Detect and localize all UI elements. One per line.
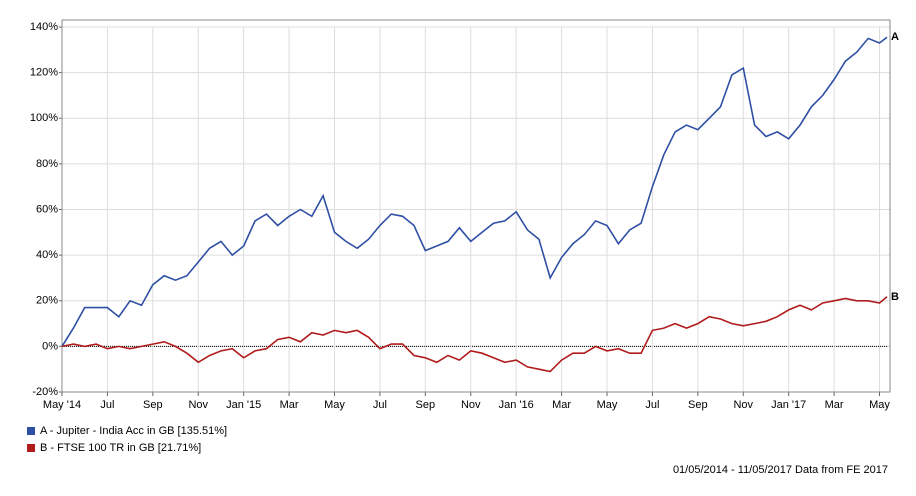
footer: 01/05/2014 - 11/05/2017 Data from FE 201… — [673, 464, 888, 476]
x-tick-label: Nov — [461, 399, 481, 411]
y-tick-label: 80% — [36, 158, 58, 170]
x-tick-label: Jul — [373, 399, 387, 411]
x-tick-label: Sep — [688, 399, 708, 411]
legend-label: A - Jupiter - India Acc in GB [135.51%] — [40, 425, 227, 437]
y-tick-label: -20% — [32, 386, 58, 398]
x-tick-label: Jul — [100, 399, 114, 411]
y-tick-label: 20% — [36, 295, 58, 307]
y-tick-label: 60% — [36, 203, 58, 215]
x-tick-label: Jan '15 — [226, 399, 261, 411]
x-tick-label: Sep — [143, 399, 163, 411]
y-tick-label: 100% — [30, 112, 58, 124]
y-tick-label: 120% — [30, 67, 58, 79]
x-tick-label: Jul — [645, 399, 659, 411]
plot-border — [61, 19, 891, 393]
series-line — [61, 36, 888, 347]
x-tick-label: Mar — [552, 399, 571, 411]
x-tick-label: Nov — [733, 399, 753, 411]
x-tick-label: May — [597, 399, 618, 411]
legend-swatch — [27, 444, 35, 452]
series-line — [61, 296, 888, 373]
y-tick-label: 140% — [30, 21, 58, 33]
y-tick-label: 0% — [42, 340, 58, 352]
end-label: A — [891, 31, 899, 43]
x-tick-label: Sep — [416, 399, 436, 411]
legend-swatch — [27, 427, 35, 435]
legend-label: B - FTSE 100 TR in GB [21.71%] — [40, 442, 201, 454]
x-tick-label: Mar — [825, 399, 844, 411]
x-tick-label: May — [324, 399, 345, 411]
x-tick-label: Jan '17 — [771, 399, 806, 411]
x-tick-label: Jan '16 — [499, 399, 534, 411]
x-tick-label: Mar — [280, 399, 299, 411]
y-tick-label: 40% — [36, 249, 58, 261]
end-label: B — [891, 291, 899, 303]
x-tick-label: May '14 — [43, 399, 81, 411]
x-tick-label: Nov — [188, 399, 208, 411]
x-tick-label: May — [869, 399, 890, 411]
